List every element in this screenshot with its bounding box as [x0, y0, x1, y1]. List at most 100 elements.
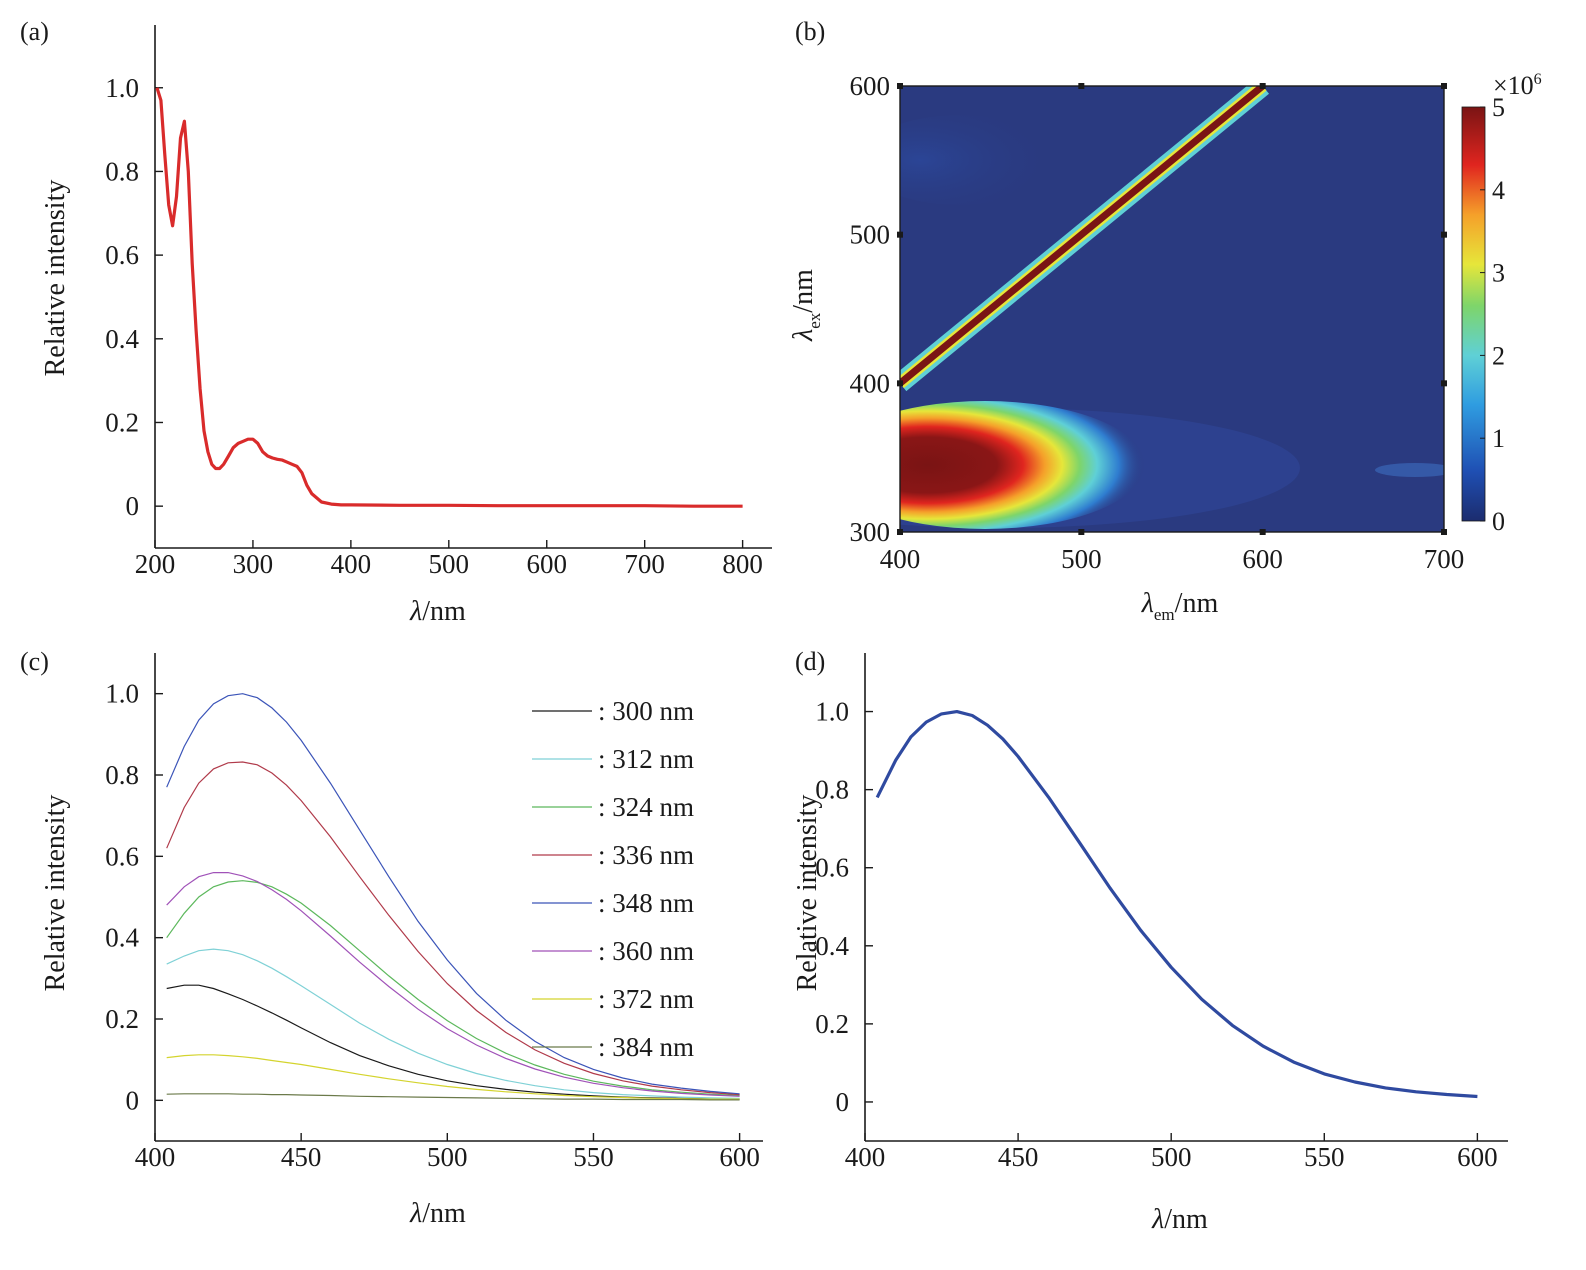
- panel-c-x-ticks: 400 450 500 550 600: [135, 1133, 760, 1172]
- c-x-tick-label: 500: [427, 1142, 468, 1172]
- heatmap-ghost-region: [900, 115, 1060, 205]
- panel-a-series: [155, 87, 743, 508]
- c-y-tick-label: 0.2: [105, 1004, 139, 1034]
- panel-d-y-ticks: 0 0.2 0.4 0.6 0.8 1.0: [815, 697, 873, 1117]
- panel-c-legend: : 300 nm: 312 nm: 324 nm: 336 nm: 348 nm…: [532, 696, 694, 1062]
- colorbar-tick-label: 2: [1492, 341, 1505, 370]
- panel-label-a: (a): [20, 17, 49, 46]
- a-x-tick-label: 200: [135, 549, 176, 579]
- a-y-tick-label: 0.2: [105, 407, 139, 437]
- panel-c-x-title-symbol: λ: [409, 1198, 422, 1229]
- panel-b-x-title-unit: /nm: [1175, 588, 1219, 619]
- panel-c-y-title: Relative intensity: [40, 795, 71, 992]
- panel-b-x-title-sub: em: [1154, 605, 1175, 624]
- a-x-tick-label: 800: [722, 549, 763, 579]
- d-y-tick-label: 0.2: [815, 1009, 849, 1039]
- panel-b-frame: [899, 85, 1445, 533]
- a-x-tick-label: 700: [624, 549, 665, 579]
- colorbar-multiplier-exp: 6: [1534, 71, 1542, 88]
- panel-d-x-title: λ/nm: [1151, 1204, 1208, 1235]
- panel-b-y-tick-mark-left: [897, 83, 903, 89]
- panel-b-x-tick-label: 700: [1424, 544, 1465, 574]
- a-y-tick-label: 1.0: [105, 73, 139, 103]
- colorbar: [1461, 106, 1486, 522]
- colorbar-tick-label: 4: [1492, 176, 1505, 205]
- a-x-tick-label: 600: [526, 549, 567, 579]
- panel-d-y-title: Relative intensity: [792, 795, 823, 992]
- panel-a-x-title-unit: /nm: [422, 596, 466, 627]
- panel-c-series-line: [166, 948, 740, 1099]
- colorbar-multiplier: ×106: [1493, 71, 1542, 100]
- panel-b-y-title-symbol: λ: [788, 329, 819, 342]
- panel-d-x-title-symbol: λ: [1151, 1204, 1164, 1235]
- d-y-tick-label: 0.8: [815, 775, 849, 805]
- panel-d-x-title-unit: /nm: [1164, 1204, 1208, 1235]
- panel-b-y-tick-mark-right: [1441, 231, 1447, 238]
- panel-c-series-line: [166, 1054, 740, 1100]
- panel-a-y-title: Relative intensity: [40, 180, 71, 377]
- colorbar-tick-label: 3: [1492, 259, 1505, 288]
- panel-c-legend-label: : 300 nm: [598, 696, 694, 726]
- c-y-tick-label: 0: [126, 1085, 140, 1115]
- c-x-tick-label: 450: [281, 1142, 322, 1172]
- colorbar-ticks: 0 1 2 3 4 5: [1480, 93, 1505, 536]
- panel-a-y-ticks: 0 0.2 0.4 0.6 0.8 1.0: [105, 73, 163, 521]
- panel-d-series: [875, 710, 1478, 1099]
- colorbar-multiplier-base: ×10: [1493, 71, 1534, 100]
- colorbar-tick-label: 0: [1492, 507, 1505, 536]
- panel-b-x-tick-mark-bottom: [1259, 529, 1266, 535]
- panel-c-legend-label: : 372 nm: [598, 984, 694, 1014]
- panel-b-y-tick-label: 400: [850, 368, 891, 398]
- panel-c-legend-label: : 360 nm: [598, 936, 694, 966]
- panel-b-x-tick-mark-bottom: [1078, 529, 1085, 535]
- panel-b-y-title: λex/nm: [788, 269, 824, 342]
- panel-label-b: (b): [795, 17, 825, 46]
- panel-d: (d) 0 0.2 0.4 0.6 0.8 1.0 400 450 500 550 600 Rel…: [792, 647, 1508, 1235]
- panel-c-x-title: λ/nm: [409, 1198, 466, 1229]
- panel-b-y-tick-mark-left: [897, 231, 903, 238]
- c-y-tick-label: 1.0: [105, 679, 139, 709]
- c-x-tick-label: 400: [135, 1142, 176, 1172]
- panel-b-y-title-sub: ex: [805, 312, 824, 329]
- d-x-tick-label: 400: [845, 1142, 886, 1172]
- panel-d-x-ticks: 400 450 500 550 600: [845, 1133, 1498, 1172]
- c-x-tick-label: 600: [719, 1142, 760, 1172]
- panel-b-x-tick-label: 500: [1061, 544, 1102, 574]
- panel-c-series-line: [166, 880, 740, 1097]
- panel-b-y-tick-mark-left: [897, 380, 903, 387]
- a-y-tick-label: 0.8: [105, 156, 139, 186]
- panel-b-x-title: λem/nm: [1141, 588, 1219, 624]
- panel-c-legend-label: : 384 nm: [598, 1032, 694, 1062]
- panel-b-x-title-symbol: λ: [1141, 588, 1154, 619]
- panel-c-legend-label: : 324 nm: [598, 792, 694, 822]
- panel-b-y-tick-mark-right: [1441, 380, 1447, 387]
- panel-c-series-line: [166, 1093, 740, 1101]
- c-y-tick-label: 0.8: [105, 760, 139, 790]
- panel-b-y-ticks: 300 400 500 600: [850, 71, 1447, 547]
- panel-b-x-tick-mark-top: [1078, 83, 1085, 89]
- panel-c: (c) 0 0.2 0.4 0.6 0.8 1.0 400 450 500 550 600 : 3…: [20, 647, 763, 1229]
- panel-b-y-tick-label: 600: [850, 71, 891, 101]
- c-y-tick-label: 0.4: [105, 923, 139, 953]
- a-y-tick-label: 0.4: [105, 324, 139, 354]
- panel-b-y-tick-mark-right: [1441, 529, 1447, 535]
- colorbar-tick-label: 1: [1492, 424, 1505, 453]
- c-y-tick-label: 0.6: [105, 841, 139, 871]
- d-y-tick-label: 0.6: [815, 853, 849, 883]
- panel-c-legend-label: : 348 nm: [598, 888, 694, 918]
- heatmap-main-peak: [900, 401, 1145, 529]
- panel-a-x-title: λ/nm: [409, 596, 466, 627]
- panel-c-legend-label: : 312 nm: [598, 744, 694, 774]
- panel-b-y-tick-label: 300: [850, 517, 891, 547]
- panel-b-x-tick-label: 400: [880, 544, 921, 574]
- panel-a-series-line: [155, 87, 743, 508]
- panel-a-x-title-symbol: λ: [409, 596, 422, 627]
- panel-a: (a) 0 0.2 0.4 0.6 0.8 1.0 200 300 400 500 600 700 8…: [20, 17, 772, 627]
- d-x-tick-label: 500: [1151, 1142, 1192, 1172]
- panel-d-series-line: [875, 710, 1478, 1099]
- panel-b-y-title-unit: /nm: [788, 269, 819, 313]
- heatmap-field: [900, 86, 1444, 532]
- a-y-tick-label: 0.6: [105, 240, 139, 270]
- c-x-tick-label: 550: [573, 1142, 614, 1172]
